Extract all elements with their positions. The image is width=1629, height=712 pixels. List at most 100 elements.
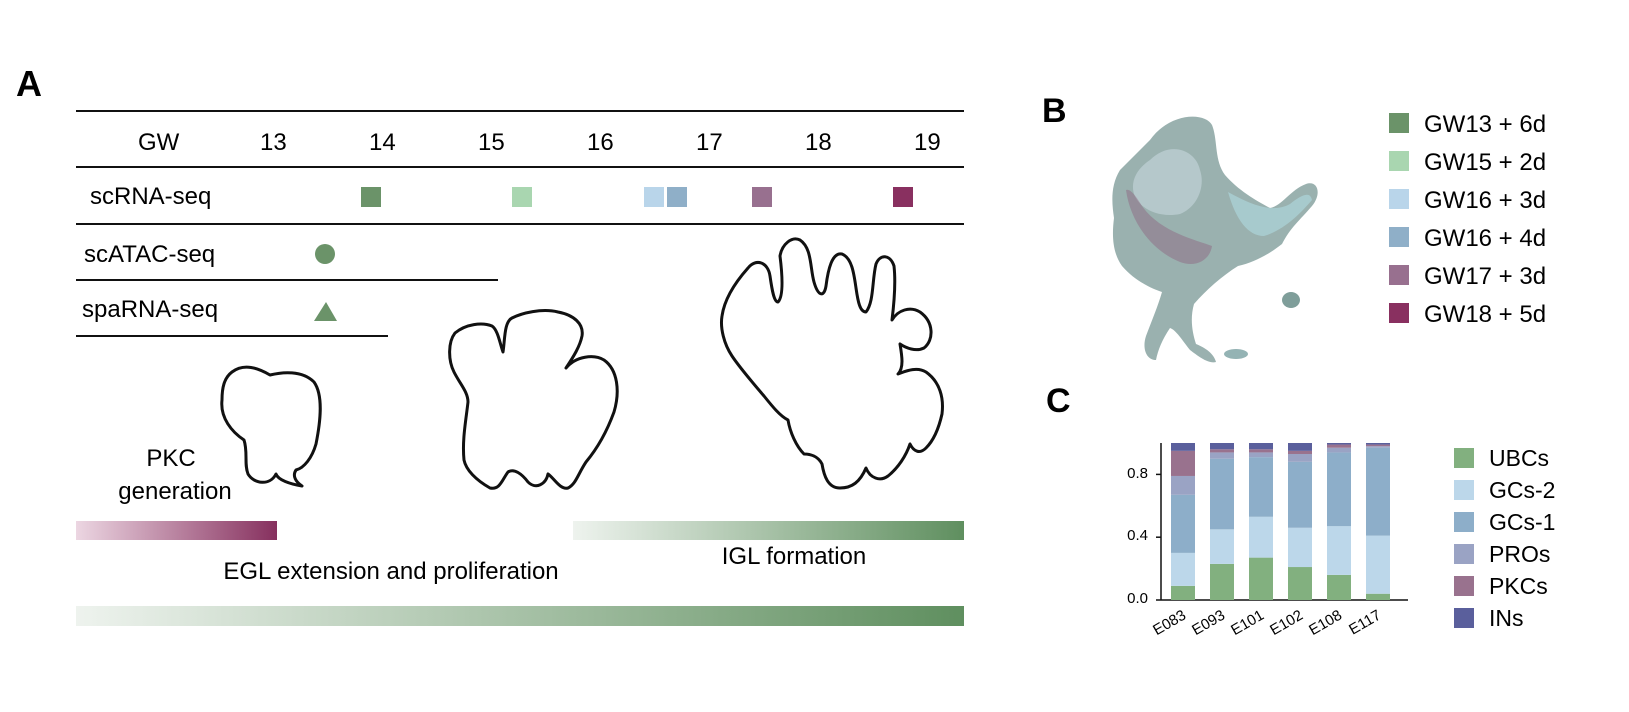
week-label: 16 [587,129,614,156]
week-label: 18 [805,129,832,156]
bar-segment-pros [1327,447,1351,453]
umap-main-cluster [1112,116,1318,363]
bar-segment-ins [1249,443,1273,450]
scatac-circle-marker [315,244,335,264]
timeline-table [76,110,964,337]
umap-plot [1112,116,1318,363]
umap-legend: GW13 + 6d GW15 + 2d GW16 + 3d GW16 + 4d … [1389,111,1546,328]
bar-segment-ins [1210,443,1234,450]
cerebellum-small-outline [220,365,322,488]
bar-segment-gcs-2 [1249,516,1273,558]
celltype-legend: UBCs GCs-2 GCs-1 PROs PKCs INs [1454,445,1555,631]
celltype-legend-swatch [1454,608,1474,628]
umap-legend-swatch [1389,227,1409,247]
bar-segment-gcs-2 [1288,527,1312,568]
bar-segment-pros [1288,453,1312,462]
bar-segment-gcs-2 [1366,535,1390,594]
stacked-bar-chart: 0.8 0.4 0.0 E083 E093 E101 E102 E108 E117 [1127,443,1408,639]
bar-segment-ins [1366,443,1390,445]
egl-gradient-bar [76,606,964,626]
umap-legend-swatch [1389,151,1409,171]
x-tick-label: E093 [1189,607,1228,639]
celltype-legend-label: INs [1489,605,1524,631]
marker-gw13 [361,187,381,207]
bar-segment-ins [1327,443,1351,445]
marker-gw17 [752,187,772,207]
bar-segment-ubcs [1249,557,1273,600]
bar-segment-gcs-1 [1210,458,1234,530]
bar-segment-pkcs [1288,450,1312,454]
y-tick-label: 0.4 [1127,527,1148,544]
bar-segment-ubcs [1288,567,1312,600]
week-label: 15 [478,129,505,156]
bar-segment-gcs-1 [1249,457,1273,517]
umap-legend-label: GW16 + 3d [1424,187,1546,214]
bar-segment-pkcs [1249,449,1273,453]
bar-segment-ubcs [1366,593,1390,600]
marker-gw15 [512,187,532,207]
y-tick-label: 0.8 [1127,465,1148,482]
bar-segment-ubcs [1327,574,1351,600]
x-tick-label: E083 [1150,607,1189,639]
igl-gradient-bar [573,521,964,540]
pkc-label-line1: PKC [146,445,195,472]
bar-segment-pros [1366,446,1390,448]
egl-label: EGL extension and proliferation [223,558,558,585]
assay-label-sparna: spaRNA-seq [82,296,218,323]
umap-tail-cluster [1224,349,1248,359]
bar-segment-ubcs [1171,585,1195,600]
x-tick-label: E108 [1306,607,1345,639]
umap-legend-label: GW16 + 4d [1424,225,1546,252]
umap-arm-speckle [1228,192,1312,236]
sparna-triangle-marker [314,302,337,321]
celltype-legend-label: GCs-1 [1489,509,1555,535]
bar-segment-gcs-1 [1327,452,1351,527]
umap-main-speckle [1132,149,1202,216]
umap-legend-swatch [1389,113,1409,133]
celltype-legend-label: PROs [1489,541,1550,567]
celltype-legend-label: PKCs [1489,573,1548,599]
assay-label-scrna: scRNA-seq [90,183,211,210]
bar-segment-pkcs [1210,449,1234,453]
marker-gw16a [644,187,664,207]
umap-legend-label: GW18 + 5d [1424,301,1546,328]
panel-label-b: B [1042,92,1067,130]
y-tick-label: 0.0 [1127,590,1148,607]
scrna-markers [361,187,913,207]
igl-label: IGL formation [722,543,867,570]
bar-segment-pros [1210,452,1234,459]
x-tick-label: E101 [1228,607,1267,639]
umap-small-cluster [1282,292,1300,308]
marker-gw16b [667,187,687,207]
bar-segment-gcs-2 [1171,552,1195,586]
week-labels: 13 14 15 16 17 18 19 [260,129,941,156]
x-tick-label: E102 [1267,607,1306,639]
umap-pink-overlay [1126,189,1212,265]
celltype-legend-label: UBCs [1489,445,1549,471]
panel-label-a: A [16,63,42,104]
pkc-gradient-bar [76,521,277,540]
celltype-legend-swatch [1454,448,1474,468]
celltype-legend-swatch [1454,544,1474,564]
week-label: 13 [260,129,287,156]
assay-label-scatac: scATAC-seq [84,241,215,268]
umap-legend-label: GW15 + 2d [1424,149,1546,176]
celltype-legend-swatch [1454,480,1474,500]
celltype-legend-swatch [1454,576,1474,596]
cerebellum-medium-outline [448,309,619,490]
bar-segment-gcs-1 [1171,494,1195,553]
bar-segment-pros [1249,452,1273,458]
umap-legend-label: GW13 + 6d [1424,111,1546,138]
bar-segment-pros [1171,475,1195,495]
x-tick-label: E117 [1346,607,1384,639]
bar-segment-gcs-1 [1288,461,1312,528]
bar-segment-ubcs [1210,563,1234,600]
week-label: 17 [696,129,723,156]
cerebellum-large-outline [720,237,944,490]
pkc-label-line2: generation [118,478,231,505]
umap-legend-swatch [1389,189,1409,209]
bar-segment-ins [1171,443,1195,451]
bar-segment-gcs-2 [1210,529,1234,564]
marker-gw18 [893,187,913,207]
